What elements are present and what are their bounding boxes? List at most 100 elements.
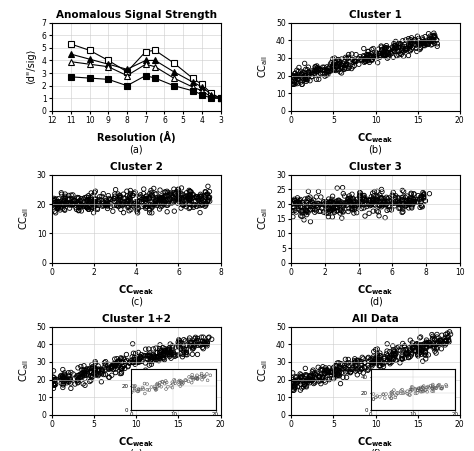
Point bbox=[391, 350, 399, 357]
Point bbox=[311, 64, 319, 71]
Point bbox=[199, 202, 206, 209]
Point bbox=[292, 373, 300, 380]
Point bbox=[405, 199, 412, 206]
Point bbox=[69, 370, 77, 377]
Point bbox=[134, 198, 142, 205]
Point bbox=[103, 199, 110, 207]
Point bbox=[86, 199, 93, 206]
Point bbox=[414, 39, 422, 46]
Point bbox=[328, 375, 336, 382]
Point bbox=[421, 38, 429, 45]
Point bbox=[417, 193, 425, 201]
Point bbox=[298, 71, 305, 78]
Point bbox=[119, 363, 127, 370]
Point bbox=[390, 351, 398, 358]
Point bbox=[433, 43, 441, 50]
Point bbox=[351, 56, 358, 64]
Point bbox=[89, 192, 97, 199]
Point bbox=[289, 207, 297, 214]
Point bbox=[69, 200, 76, 207]
Point bbox=[326, 374, 333, 382]
Point bbox=[325, 206, 333, 213]
Point bbox=[369, 207, 377, 215]
Point bbox=[289, 81, 296, 88]
Point bbox=[445, 333, 452, 341]
Point bbox=[186, 195, 193, 202]
Point bbox=[368, 360, 376, 368]
Point bbox=[391, 44, 399, 51]
Point bbox=[78, 201, 85, 208]
Point bbox=[438, 339, 445, 346]
Point bbox=[114, 190, 122, 198]
Point bbox=[386, 203, 393, 211]
Point bbox=[75, 204, 82, 211]
Point bbox=[71, 381, 79, 388]
Point bbox=[177, 350, 185, 357]
Point bbox=[390, 350, 397, 358]
Point bbox=[336, 368, 344, 375]
Point bbox=[123, 188, 131, 195]
Point bbox=[205, 194, 212, 201]
Point bbox=[290, 72, 298, 79]
Point bbox=[349, 366, 356, 373]
Point bbox=[340, 199, 347, 207]
Point bbox=[142, 355, 150, 362]
Point bbox=[116, 194, 124, 201]
Point bbox=[61, 197, 68, 204]
Point bbox=[335, 200, 342, 207]
Point bbox=[335, 66, 343, 74]
Point bbox=[117, 354, 125, 362]
Point bbox=[67, 385, 75, 392]
Point bbox=[392, 43, 400, 51]
Point bbox=[138, 354, 146, 361]
Point bbox=[152, 200, 159, 207]
Point bbox=[405, 200, 413, 207]
Point bbox=[311, 369, 319, 376]
Point bbox=[130, 203, 137, 211]
Point bbox=[390, 54, 397, 61]
Point bbox=[171, 207, 178, 215]
Point bbox=[324, 369, 332, 376]
Point bbox=[186, 188, 194, 195]
Point bbox=[338, 368, 346, 376]
Point bbox=[427, 38, 434, 46]
Point bbox=[298, 81, 306, 88]
Point bbox=[299, 69, 307, 76]
Point bbox=[315, 188, 322, 195]
Point bbox=[140, 190, 147, 197]
Point bbox=[335, 370, 343, 377]
Point bbox=[433, 341, 441, 348]
Point bbox=[301, 201, 308, 208]
Point bbox=[295, 376, 303, 383]
Point bbox=[81, 369, 89, 377]
Point bbox=[329, 61, 337, 69]
Point bbox=[419, 34, 426, 41]
Point bbox=[52, 201, 59, 208]
Point bbox=[77, 203, 85, 211]
Point bbox=[54, 204, 62, 211]
Point bbox=[297, 381, 305, 388]
Point bbox=[61, 369, 68, 377]
Point bbox=[297, 68, 304, 75]
Point bbox=[333, 366, 341, 373]
Point bbox=[393, 198, 401, 206]
Point bbox=[182, 195, 190, 202]
Point bbox=[333, 63, 341, 70]
Point bbox=[313, 62, 321, 69]
Point bbox=[87, 372, 95, 379]
Point bbox=[423, 340, 430, 347]
Point bbox=[416, 46, 424, 53]
Point bbox=[182, 349, 190, 356]
Point bbox=[294, 377, 302, 385]
Point bbox=[115, 199, 123, 206]
Point bbox=[383, 49, 391, 56]
Point bbox=[98, 193, 106, 200]
Point bbox=[376, 352, 383, 359]
Point bbox=[102, 371, 109, 378]
Point bbox=[75, 194, 82, 201]
Point bbox=[288, 380, 296, 387]
Point bbox=[180, 342, 187, 350]
Point bbox=[352, 358, 359, 365]
Point bbox=[367, 56, 375, 64]
Point bbox=[445, 337, 452, 344]
